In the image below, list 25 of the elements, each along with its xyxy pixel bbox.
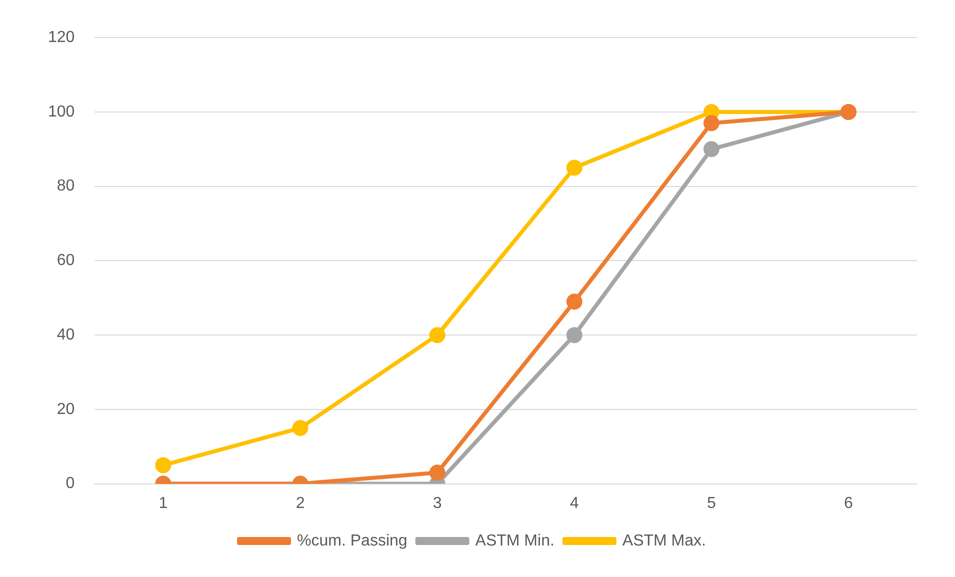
y-tick-label: 20	[56, 400, 75, 418]
x-tick-label: 3	[432, 494, 442, 512]
y-tick-label: 60	[56, 252, 75, 270]
y-tick-label: 100	[48, 103, 75, 120]
legend-label: ASTM Max.	[622, 532, 706, 550]
point	[429, 327, 446, 344]
point	[292, 420, 308, 436]
x-tick-label: 5	[706, 494, 716, 512]
legend-label: %cum. Passing	[297, 532, 408, 550]
point	[566, 160, 582, 176]
y-tick-label: 80	[56, 178, 75, 195]
point	[703, 115, 720, 132]
y-tick-label: 120	[48, 29, 75, 46]
x-tick-label: 4	[570, 494, 579, 512]
point	[566, 327, 582, 344]
y-tick-label: 0	[66, 475, 75, 492]
point	[703, 141, 720, 158]
x-tick-label: 6	[844, 494, 854, 512]
x-tick-label: 1	[158, 494, 168, 512]
y-tick-label: 40	[56, 326, 75, 344]
point	[566, 294, 582, 310]
point	[155, 457, 172, 474]
x-tick-label: 2	[296, 494, 305, 512]
legend-label: ASTM Min.	[475, 532, 554, 550]
point	[429, 464, 446, 481]
